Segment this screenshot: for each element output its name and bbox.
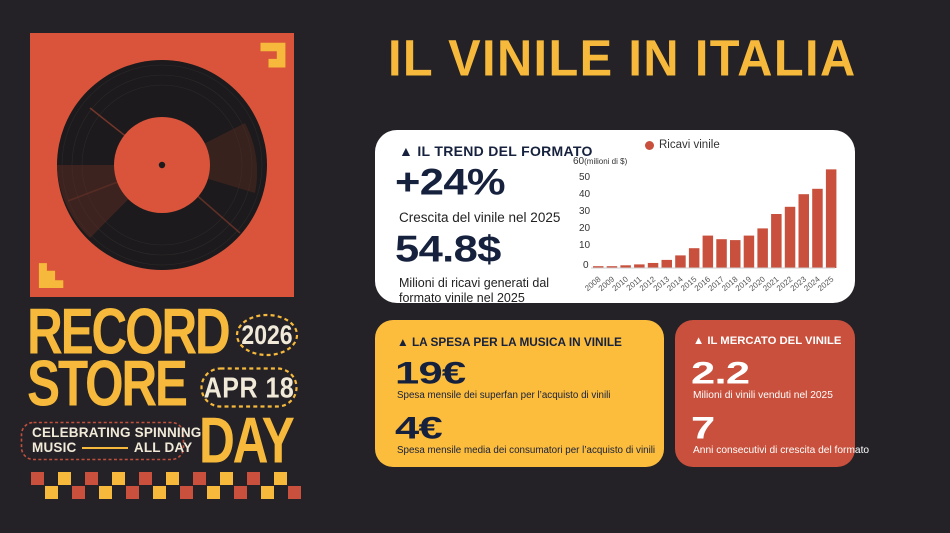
svg-text:60(milioni di $): 60(milioni di $) bbox=[573, 156, 628, 167]
svg-text:2025: 2025 bbox=[816, 274, 836, 293]
svg-text:30: 30 bbox=[579, 206, 591, 217]
svg-text:20: 20 bbox=[579, 223, 591, 234]
svg-text:10: 10 bbox=[579, 240, 591, 251]
svg-text:40: 40 bbox=[579, 189, 591, 200]
svg-text:50: 50 bbox=[579, 172, 591, 183]
svg-text:0: 0 bbox=[583, 260, 589, 271]
